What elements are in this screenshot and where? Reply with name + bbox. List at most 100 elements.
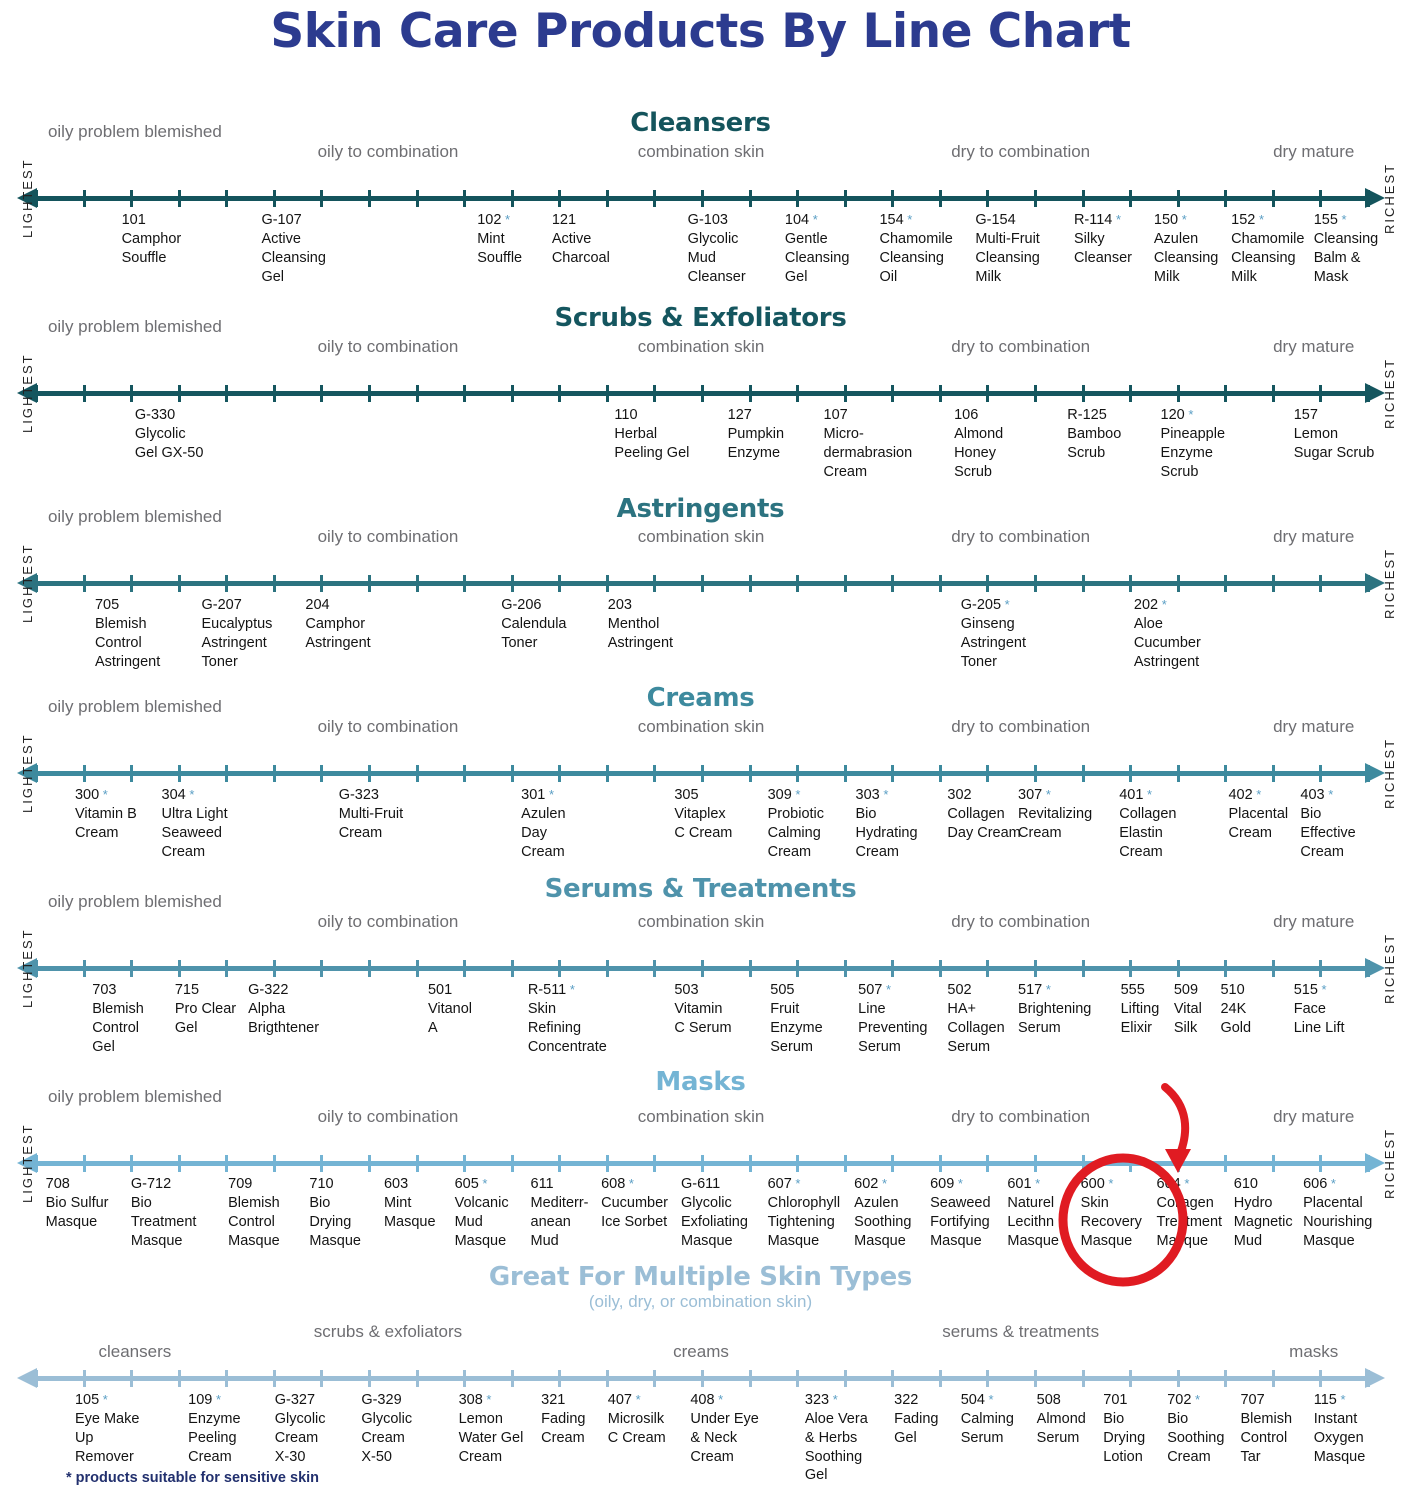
product-label[interactable]: R-125 Bamboo Scrub	[1067, 406, 1121, 463]
product-label[interactable]: 402 * Placental Cream	[1228, 786, 1288, 843]
product-label[interactable]: 110 Herbal Peeling Gel	[614, 406, 689, 463]
axis-tick	[415, 960, 419, 977]
product-label[interactable]: 502 HA+ Collagen Serum	[947, 981, 1004, 1056]
product-label[interactable]: 517 * Brightening Serum	[1018, 981, 1091, 1038]
product-label[interactable]: G-107 Active Cleansing Gel	[261, 211, 326, 286]
product-label[interactable]: 608 * Cucumber Ice Sorbet	[601, 1175, 668, 1232]
product-label[interactable]: G-206 Calendula Toner	[501, 596, 566, 653]
product-label[interactable]: 107 Micro- dermabrasion Cream	[824, 406, 913, 481]
product-label[interactable]: G-322 Alpha Brigthtener	[248, 981, 319, 1038]
product-label[interactable]: 321 Fading Cream	[541, 1391, 585, 1448]
product-label[interactable]: 204 Camphor Astringent	[305, 596, 370, 653]
product-name: Mint Masque	[383, 1194, 436, 1230]
sensitive-skin-star-icon: *	[984, 1392, 994, 1407]
product-name: Face Line Lift	[1293, 1000, 1345, 1036]
product-label[interactable]: 611 Mediterr- anean Mud	[531, 1175, 589, 1250]
product-label[interactable]: 303 * Bio Hydrating Cream	[856, 786, 918, 861]
product-label[interactable]: 509 Vital Silk	[1174, 981, 1202, 1038]
product-label[interactable]: 603 Mint Masque	[384, 1175, 436, 1232]
product-label[interactable]: 105 * Eye Make Up Remover	[75, 1391, 139, 1466]
product-label[interactable]: 705 Blemish Control Astringent	[95, 596, 160, 671]
product-label[interactable]: 300 * Vitamin B Cream	[75, 786, 137, 843]
product-label[interactable]: 505 Fruit Enzyme Serum	[770, 981, 822, 1056]
product-label[interactable]: 508 Almond Serum	[1037, 1391, 1086, 1448]
product-label[interactable]: 604 * Collagen Treatment Masque	[1157, 1175, 1223, 1250]
product-label[interactable]: 152 * Chamomile Cleansing Milk	[1231, 211, 1304, 286]
product-label[interactable]: 203 Menthol Astringent	[608, 596, 673, 653]
product-label[interactable]: G-611 Glycolic Exfoliating Masque	[681, 1175, 748, 1250]
product-label[interactable]: 401 * Collagen Elastin Cream	[1119, 786, 1176, 861]
product-code: 508	[1036, 1392, 1061, 1408]
product-label[interactable]: 501 Vitanol A	[428, 981, 472, 1038]
product-label[interactable]: 601 * Naturel Lecithn Masque	[1007, 1175, 1059, 1250]
product-label[interactable]: 703 Blemish Control Gel	[92, 981, 144, 1056]
product-label[interactable]: G-329 Glycolic Cream X-50	[361, 1391, 412, 1466]
product-label[interactable]: 504 * Calming Serum	[961, 1391, 1014, 1448]
product-label[interactable]: 101 Camphor Souffle	[122, 211, 182, 268]
product-label[interactable]: 150 * Azulen Cleansing Milk	[1154, 211, 1219, 286]
product-label[interactable]: 302 Collagen Day Cream	[947, 786, 1020, 843]
product-label[interactable]: G-207 Eucalyptus Astringent Toner	[202, 596, 273, 671]
product-label[interactable]: 322 Fading Gel	[894, 1391, 938, 1448]
sensitive-skin-star-icon: *	[566, 982, 575, 997]
product-label[interactable]: 307 * Revitalizing Cream	[1018, 786, 1092, 843]
product-label[interactable]: 106 Almond Honey Scrub	[954, 406, 1003, 481]
product-label[interactable]: 305 Vitaplex C Cream	[674, 786, 732, 843]
product-label[interactable]: 102 * Mint Souffle	[477, 211, 522, 268]
product-label[interactable]: 510 24K Gold	[1220, 981, 1251, 1038]
product-label[interactable]: G-103 Glycolic Mud Cleanser	[688, 211, 746, 286]
product-label[interactable]: 309 * Probiotic Calming Cream	[768, 786, 824, 861]
product-label[interactable]: 707 Blemish Control Tar	[1240, 1391, 1292, 1466]
product-label[interactable]: 709 Blemish Control Masque	[228, 1175, 280, 1250]
product-label[interactable]: 609 * Seaweed Fortifying Masque	[930, 1175, 990, 1250]
product-label[interactable]: 304 * Ultra Light Seaweed Cream	[162, 786, 228, 861]
product-code: 322	[894, 1392, 919, 1408]
product-label[interactable]: 157 Lemon Sugar Scrub	[1294, 406, 1375, 463]
product-label[interactable]: R-511 * Skin Refining Concentrate	[528, 981, 607, 1056]
product-label[interactable]: 109 * Enzyme Peeling Cream	[188, 1391, 240, 1466]
product-label[interactable]: 610 Hydro Magnetic Mud	[1234, 1175, 1293, 1250]
product-label[interactable]: 154 * Chamomile Cleansing Oil	[879, 211, 952, 286]
product-label[interactable]: 605 * Volcanic Mud Masque	[455, 1175, 509, 1250]
product-code: 305	[674, 787, 699, 803]
product-label[interactable]: 710 Bio Drying Masque	[309, 1175, 361, 1250]
product-label[interactable]: G-330 Glycolic Gel GX-50	[135, 406, 204, 463]
product-label[interactable]: 606 * Placental Nourishing Masque	[1303, 1175, 1372, 1250]
product-label[interactable]: 408 * Under Eye & Neck Cream	[690, 1391, 759, 1466]
product-label[interactable]: 503 Vitamin C Serum	[674, 981, 731, 1038]
product-label[interactable]: 121 Active Charcoal	[552, 211, 610, 268]
product-label[interactable]: G-323 Multi-Fruit Cream	[339, 786, 403, 843]
product-label[interactable]: 600 * Skin Recovery Masque	[1081, 1175, 1142, 1250]
product-label[interactable]: G-205 * Ginseng Astringent Toner	[961, 596, 1026, 671]
product-label[interactable]: 407 * Microsilk C Cream	[608, 1391, 666, 1448]
product-label[interactable]: 127 Pumpkin Enzyme	[728, 406, 784, 463]
product-label[interactable]: 701 Bio Drying Lotion	[1103, 1391, 1145, 1466]
axis-tick	[177, 1155, 181, 1172]
product-label[interactable]: 301 * Azulen Day Cream	[521, 786, 565, 861]
product-label[interactable]: 708 Bio Sulfur Masque	[46, 1175, 109, 1232]
product-label[interactable]: 507 * Line Preventing Serum	[858, 981, 927, 1056]
product-label[interactable]: 104 * Gentle Cleansing Gel	[785, 211, 850, 286]
product-label[interactable]: 115 * Instant Oxygen Masque	[1314, 1391, 1366, 1466]
product-label[interactable]: 403 * Bio Effective Cream	[1300, 786, 1355, 861]
product-name: Mediterr- anean Mud	[530, 1194, 589, 1249]
product-label[interactable]: G-154 Multi-Fruit Cleansing Milk	[975, 211, 1040, 286]
product-label[interactable]: 308 * Lemon Water Gel Cream	[459, 1391, 524, 1466]
product-label[interactable]: G-712 Bio Treatment Masque	[131, 1175, 197, 1250]
product-code: G-330	[134, 407, 176, 423]
product-label[interactable]: 120 * Pineapple Enzyme Scrub	[1161, 406, 1226, 481]
product-label[interactable]: 607 * Chlorophyll Tightening Masque	[768, 1175, 841, 1250]
product-label[interactable]: 202 * Aloe Cucumber Astringent	[1134, 596, 1201, 671]
product-label[interactable]: 155 * Cleansing Balm & Mask	[1314, 211, 1379, 286]
product-label[interactable]: R-114 * Silky Cleanser	[1074, 211, 1132, 268]
product-label[interactable]: G-327 Glycolic Cream X-30	[275, 1391, 326, 1466]
product-label[interactable]: 602 * Azulen Soothing Masque	[854, 1175, 911, 1250]
axis-tick	[938, 385, 942, 402]
product-label[interactable]: 702 * Bio Soothing Cream	[1167, 1391, 1224, 1466]
product-label[interactable]: 323 * Aloe Vera & Herbs Soothing Gel	[805, 1391, 868, 1485]
product-label[interactable]: 715 Pro Clear Gel	[175, 981, 236, 1038]
product-name: Skin Recovery Masque	[1080, 1194, 1142, 1249]
product-label[interactable]: 555 Lifting Elixir	[1121, 981, 1160, 1038]
product-label[interactable]: 515 * Face Line Lift	[1294, 981, 1345, 1038]
